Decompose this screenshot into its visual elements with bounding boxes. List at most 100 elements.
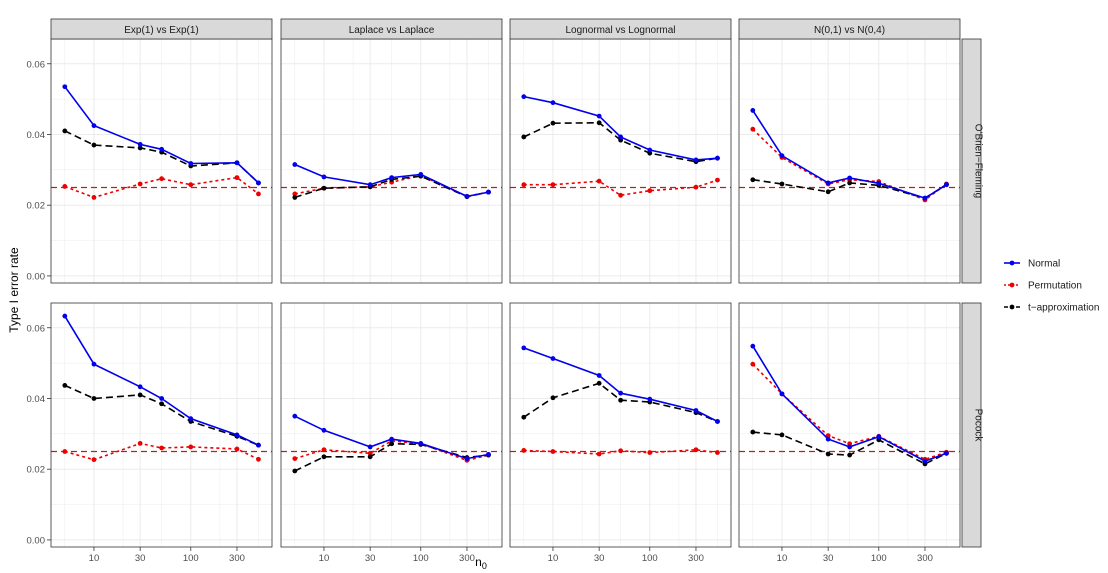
data-point-normal (321, 427, 327, 433)
data-point-permutation (618, 192, 624, 198)
facet-strip-top (738, 18, 961, 40)
data-point-t-approximation (137, 392, 143, 398)
data-point-normal (779, 153, 785, 159)
legend-label: Normal (1028, 259, 1060, 270)
data-point-permutation (234, 446, 240, 452)
panel-border (280, 302, 503, 548)
data-point-normal (464, 456, 470, 461)
data-point-normal (91, 361, 97, 367)
data-point-normal (367, 444, 373, 450)
data-point-permutation (550, 449, 556, 454)
data-point-normal (922, 458, 928, 464)
facet-panel: Lognormal vs Lognormal (509, 18, 732, 284)
data-point-permutation (750, 361, 756, 367)
x-tick-label: 300 (917, 553, 933, 564)
facet-row-label: Pocock (973, 409, 984, 443)
facet-panel (280, 302, 503, 548)
data-point-permutation (321, 447, 327, 453)
facet-panel (509, 302, 732, 548)
facet-row-strip: O'Brien−Fleming (961, 38, 984, 284)
data-point-t-approximation (292, 195, 298, 200)
data-point-t-approximation (137, 145, 143, 151)
data-point-t-approximation (596, 380, 602, 386)
data-point-normal (922, 195, 928, 201)
panel-series-group (521, 94, 720, 198)
legend-label: Permutation (1028, 281, 1082, 292)
data-point-t-approximation (750, 429, 756, 435)
data-point-t-approximation (750, 177, 756, 183)
legend-key-point (1009, 304, 1015, 310)
data-point-t-approximation (521, 134, 527, 140)
data-point-permutation (750, 126, 756, 132)
data-point-permutation (693, 184, 699, 190)
data-point-permutation (159, 176, 165, 182)
panel-series-group (521, 345, 720, 457)
data-point-permutation (292, 191, 298, 197)
data-point-t-approximation (779, 432, 785, 438)
data-point-permutation (647, 188, 653, 194)
data-point-t-approximation (91, 142, 97, 148)
data-point-permutation (647, 450, 653, 455)
facet-column-label: N(0,1) vs N(0,4) (814, 25, 885, 36)
data-point-permutation (618, 448, 624, 454)
data-point-normal (486, 451, 491, 457)
data-point-normal (188, 161, 194, 166)
facet-strip-top (280, 18, 503, 40)
data-point-permutation (693, 447, 699, 453)
data-point-t-approximation (596, 120, 602, 126)
x-tick-label: 100 (642, 553, 658, 564)
panel-series-group (750, 343, 949, 467)
data-point-normal (825, 180, 831, 186)
data-point-normal (876, 180, 882, 186)
data-point-normal (418, 172, 424, 177)
x-axis-title: n0 (475, 555, 487, 571)
data-point-normal (234, 160, 240, 166)
data-point-normal (521, 345, 527, 351)
x-tick-label: 300 (688, 553, 704, 564)
x-axis-title-main: n (475, 555, 482, 569)
data-point-permutation (256, 191, 261, 197)
panel-series-group (292, 162, 491, 200)
data-point-permutation (521, 448, 527, 453)
x-tick-label: 300 (229, 553, 245, 564)
data-point-normal (596, 113, 602, 119)
x-tick-label: 300 (459, 553, 475, 564)
data-point-normal (486, 189, 491, 195)
legend-key-point (1009, 260, 1015, 266)
x-tick-label: 30 (365, 553, 376, 564)
data-point-t-approximation (91, 396, 97, 401)
data-point-t-approximation (321, 454, 327, 460)
data-point-permutation (596, 178, 602, 184)
data-point-normal (62, 84, 68, 90)
data-point-normal (944, 450, 949, 456)
x-tick-label: 10 (89, 553, 100, 564)
y-tick-label: 0.04 (27, 130, 46, 141)
data-point-normal (647, 396, 653, 402)
data-point-normal (292, 413, 298, 419)
data-point-permutation (367, 450, 373, 456)
data-point-normal (464, 193, 470, 199)
facet-panel (738, 302, 961, 548)
axes: 0.00 0.02 0.04 0.06 0.00 0.02 0.04 0.06 10 30 100 3… (27, 59, 933, 564)
y-tick-label: 0.04 (27, 394, 46, 405)
legend-item: Permutation (1004, 281, 1082, 292)
data-point-t-approximation (159, 401, 165, 407)
x-tick-label: 10 (548, 553, 559, 564)
facet-panel: Exp(1) vs Exp(1) (50, 18, 273, 284)
data-point-normal (876, 434, 882, 440)
panel-border (50, 302, 273, 548)
data-point-normal (137, 141, 143, 147)
x-tick-label: 10 (777, 553, 788, 564)
data-point-normal (521, 94, 527, 100)
facet-row-strip: Pocock (961, 302, 984, 548)
legend: Normal Permutation t−approximation (1004, 259, 1099, 314)
y-tick-label: 0.02 (27, 465, 46, 476)
data-point-permutation (256, 456, 261, 462)
facet-panel: Laplace vs Laplace (280, 18, 503, 284)
facet-panel: N(0,1) vs N(0,4) (738, 18, 961, 284)
data-point-permutation (159, 445, 165, 451)
y-tick-label: 0.06 (27, 323, 46, 334)
data-point-permutation (521, 182, 527, 188)
data-point-normal (550, 100, 556, 106)
